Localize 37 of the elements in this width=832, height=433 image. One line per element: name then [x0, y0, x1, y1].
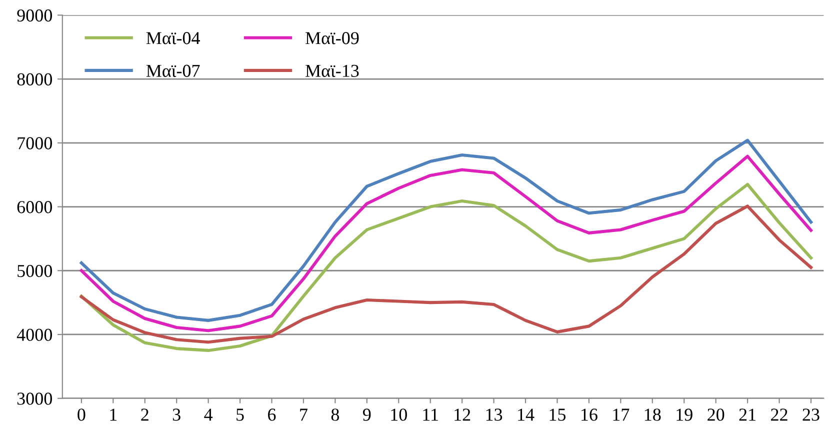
x-tick-label: 12 — [454, 408, 470, 421]
line-series — [80, 182, 813, 352]
x-tick-label: 17 — [613, 408, 630, 421]
y-tick-label: 8000 — [17, 73, 52, 86]
x-tick-label: 11 — [423, 408, 438, 421]
x-tick-label: 4 — [204, 408, 213, 421]
x-tick-label: 14 — [518, 408, 534, 421]
y-tick-label: 7000 — [18, 137, 52, 150]
legend-label: Μαϊ-13 — [306, 64, 359, 77]
x-tick-label: 3 — [172, 408, 180, 421]
legend-label: Μαϊ-07 — [146, 64, 200, 77]
x-tick-label: 5 — [236, 408, 244, 421]
legend-label: Μαϊ-04 — [146, 32, 200, 44]
y-tick-label: 6000 — [17, 201, 52, 214]
x-tick-label: 2 — [141, 408, 148, 421]
y-tick-label: 5000 — [18, 264, 52, 278]
x-tick-label: 10 — [391, 408, 407, 421]
x-tick-label: 22 — [771, 408, 788, 421]
y-tick-label: 3000 — [17, 392, 52, 405]
x-tick-label: 9 — [362, 408, 371, 421]
x-tick-label: 13 — [486, 408, 502, 421]
x-tick-label: 16 — [582, 408, 598, 421]
x-tick-label: 8 — [331, 408, 340, 421]
x-tick-label: 18 — [644, 408, 661, 421]
x-tick-label: 7 — [300, 408, 308, 421]
y-tick-label: 4000 — [16, 328, 52, 341]
x-tick-label: 0 — [78, 408, 86, 421]
x-tick-label: 6 — [268, 408, 276, 421]
y-tick-label: 9000 — [17, 9, 52, 22]
x-tick-label: 21 — [739, 408, 756, 421]
x-tick-label: 15 — [550, 408, 566, 421]
x-tick-label: 23 — [802, 408, 820, 421]
legend-label: Μαϊ-09 — [306, 32, 359, 44]
x-tick-label: 19 — [676, 408, 692, 421]
x-tick-label: 1 — [110, 408, 117, 421]
line-series — [80, 204, 813, 344]
x-tick-label: 20 — [708, 408, 724, 421]
